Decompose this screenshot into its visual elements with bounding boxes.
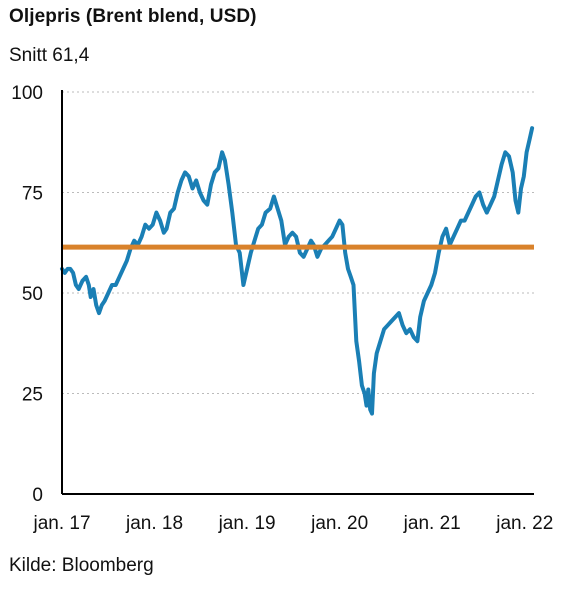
x-tick-label-2: jan. 19 — [218, 513, 276, 534]
y-tick-label-0: 0 — [32, 485, 43, 506]
series-layer — [60, 126, 535, 416]
chart-subtitle: Snitt 61,4 — [9, 45, 90, 66]
x-tick-label-3: jan. 20 — [310, 513, 368, 534]
y-tick-label-100: 100 — [11, 83, 43, 104]
x-tick-label-5: jan. 22 — [495, 513, 553, 534]
y-tick-label-75: 75 — [22, 184, 43, 205]
axes — [61, 90, 534, 495]
y-axis-ticks: 0 25 50 75 100 — [11, 83, 43, 506]
source-note: Kilde: Bloomberg — [9, 555, 154, 576]
x-tick-label-0: jan. 17 — [32, 513, 90, 534]
price-series-line-0 — [60, 126, 535, 416]
y-tick-label-25: 25 — [22, 385, 43, 406]
x-axis-ticks: jan. 17 jan. 18 jan. 19 jan. 20 jan. 21 jan. … — [32, 513, 553, 534]
y-tick-label-50: 50 — [22, 284, 43, 305]
x-tick-label-4: jan. 21 — [403, 513, 461, 534]
x-tick-label-1: jan. 18 — [125, 513, 183, 534]
grid-lines — [62, 91, 534, 394]
chart-title: Oljepris (Brent blend, USD) — [9, 6, 257, 27]
